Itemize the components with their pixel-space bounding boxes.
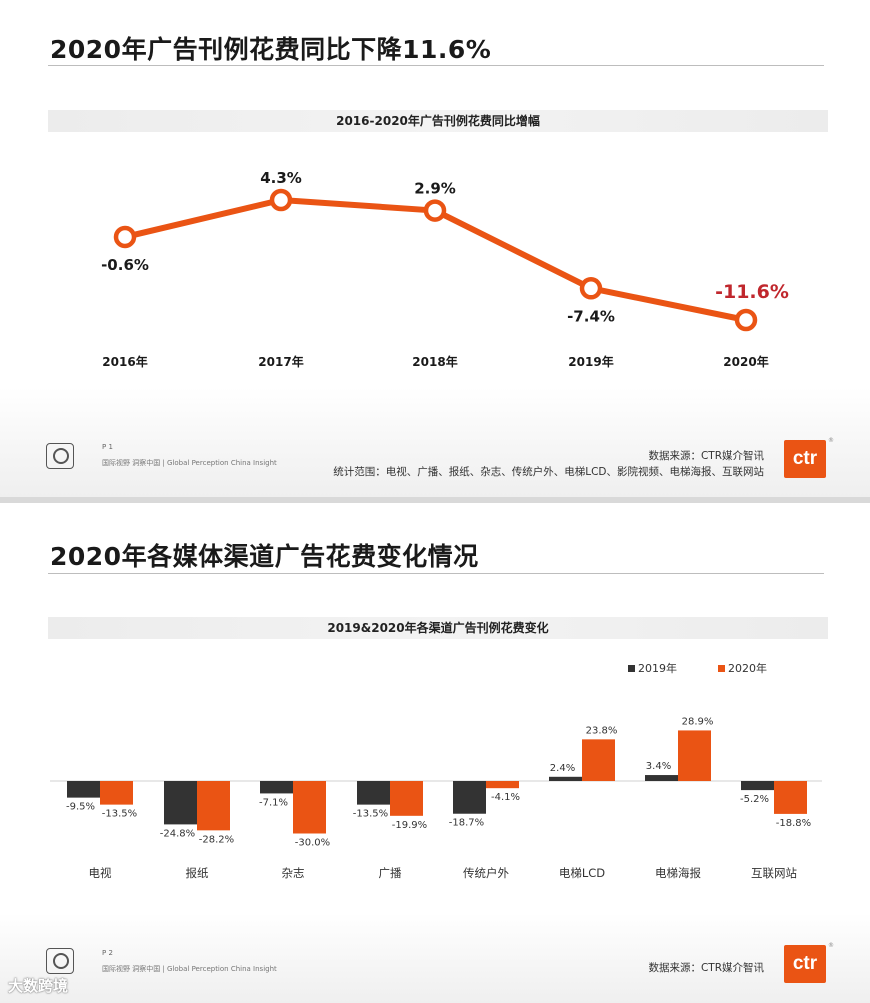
data-label: -7.4% [567,307,615,325]
bar-label: -19.9% [392,820,427,831]
bar-label: -5.2% [740,794,769,805]
bar [197,781,230,831]
slide-divider [0,497,870,503]
bar-label: -9.5% [66,802,95,813]
x-tick-label: 2017年 [258,354,303,369]
bar-label: -7.1% [259,797,288,808]
ctr-registered-mark: ® [828,437,834,444]
page-title: 2020年各媒体渠道广告花费变化情况 [50,542,479,571]
x-tick-label: 杂志 [282,866,305,880]
bar-label: -4.1% [491,792,520,803]
bar [100,781,133,805]
x-tick-label: 2018年 [412,354,457,369]
bar-label: -18.7% [449,818,484,829]
bar [164,781,197,825]
bar [486,781,519,789]
bar [357,781,390,805]
data-label: 2.9% [414,180,456,198]
title-rule [48,65,824,66]
bar-label: 2.4% [550,763,575,774]
bar-label: -18.8% [776,818,811,829]
bar-label: -13.5% [102,809,137,820]
bar-label: -30.0% [295,838,330,849]
data-point [113,225,137,249]
bar-label: 3.4% [646,761,671,772]
x-tick-label: 电梯LCD [559,866,605,880]
x-tick-label: 2016年 [102,354,147,369]
slide-2: 2020年各媒体渠道广告花费变化情况 2019&2020年各渠道广告刊例花费变化… [0,503,870,1003]
bar [390,781,423,816]
bar-label: 28.9% [682,716,714,727]
ctr-registered-mark: ® [828,942,834,949]
bar-chart: -9.5% -13.5% 电视 -24.8% -28.2% 报纸 -7.1% -30.0% 杂志… [50,661,822,880]
x-tick-label: 2019年 [568,354,613,369]
legend-label: 2020年 [728,661,767,675]
data-point [423,199,447,222]
legend-swatch [718,665,725,672]
x-tick-label: 电视 [89,866,112,880]
footer-slogan: 国际视野 洞察中国 | Global Perception China Insi… [102,459,277,467]
ctr-seal-icon [46,948,74,974]
page-title: 2020年广告刊例花费同比下降11.6% [50,35,492,64]
x-tick-label: 广播 [379,866,402,880]
bar [645,775,678,781]
ctr-logo: ctr [784,945,826,983]
chart-title: 2019&2020年各渠道广告刊例花费变化 [48,617,828,639]
bar [453,781,486,814]
bar-label: -24.8% [160,828,195,839]
slide-1: 2020年广告刊例花费同比下降11.6% 2016-2020年广告刊例花费同比增… [0,0,870,497]
bar-label: -13.5% [353,809,388,820]
ctr-logo: ctr [784,440,826,478]
data-label: -0.6% [101,256,149,274]
bar [293,781,326,834]
watermark: 大数跨境 [8,977,69,995]
line-chart: -0.6% 2016年 4.3% 2017年 2.9% 2018年 -7.4% 2019年 -1… [101,169,789,369]
data-point [734,308,758,332]
x-tick-label: 报纸 [186,866,209,880]
x-tick-label: 电梯海报 [655,866,701,880]
bar-label: -28.2% [199,834,234,845]
page-number: P 1 [102,443,113,451]
bar [67,781,100,798]
bar [582,739,615,781]
title-rule [48,573,824,574]
bar-label: 23.8% [586,725,618,736]
x-tick-label: 互联网站 [751,866,797,880]
bar [678,730,711,781]
chart-title: 2016-2020年广告刊例花费同比增幅 [48,110,828,132]
bar [260,781,293,794]
data-label: -11.6% [715,281,789,303]
ctr-seal-icon [46,443,74,469]
data-point [579,277,603,300]
data-label: 4.3% [260,169,302,187]
bar [549,776,582,781]
legend-label: 2019年 [638,661,677,675]
data-source: 数据来源：CTR媒介智讯 [648,450,764,462]
footer-slogan: 国际视野 洞察中国 | Global Perception China Insi… [102,965,277,973]
x-tick-label: 传统户外 [463,866,509,880]
data-point [269,188,293,212]
x-tick-label: 2020年 [723,354,768,369]
page-number: P 2 [102,949,113,957]
bar [741,781,774,791]
data-source: 数据来源：CTR媒介智讯 [648,962,764,974]
data-scope: 统计范围：电视、广播、报纸、杂志、传统户外、电梯LCD、影院视频、电梯海报、互联… [333,466,764,478]
bar [774,781,807,814]
legend-swatch [628,665,635,672]
